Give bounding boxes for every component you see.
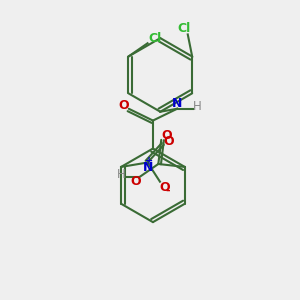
Text: O: O <box>161 129 172 142</box>
Text: O: O <box>164 135 174 148</box>
Text: +: + <box>145 156 153 166</box>
Text: H: H <box>192 100 201 113</box>
Text: O: O <box>118 99 129 112</box>
Text: Cl: Cl <box>178 22 191 35</box>
Text: N: N <box>143 161 153 174</box>
Text: H: H <box>117 168 126 182</box>
Text: -: - <box>166 186 170 196</box>
Text: O: O <box>159 181 170 194</box>
Text: O: O <box>130 175 141 188</box>
Text: N: N <box>172 97 182 110</box>
Text: Cl: Cl <box>148 32 162 45</box>
